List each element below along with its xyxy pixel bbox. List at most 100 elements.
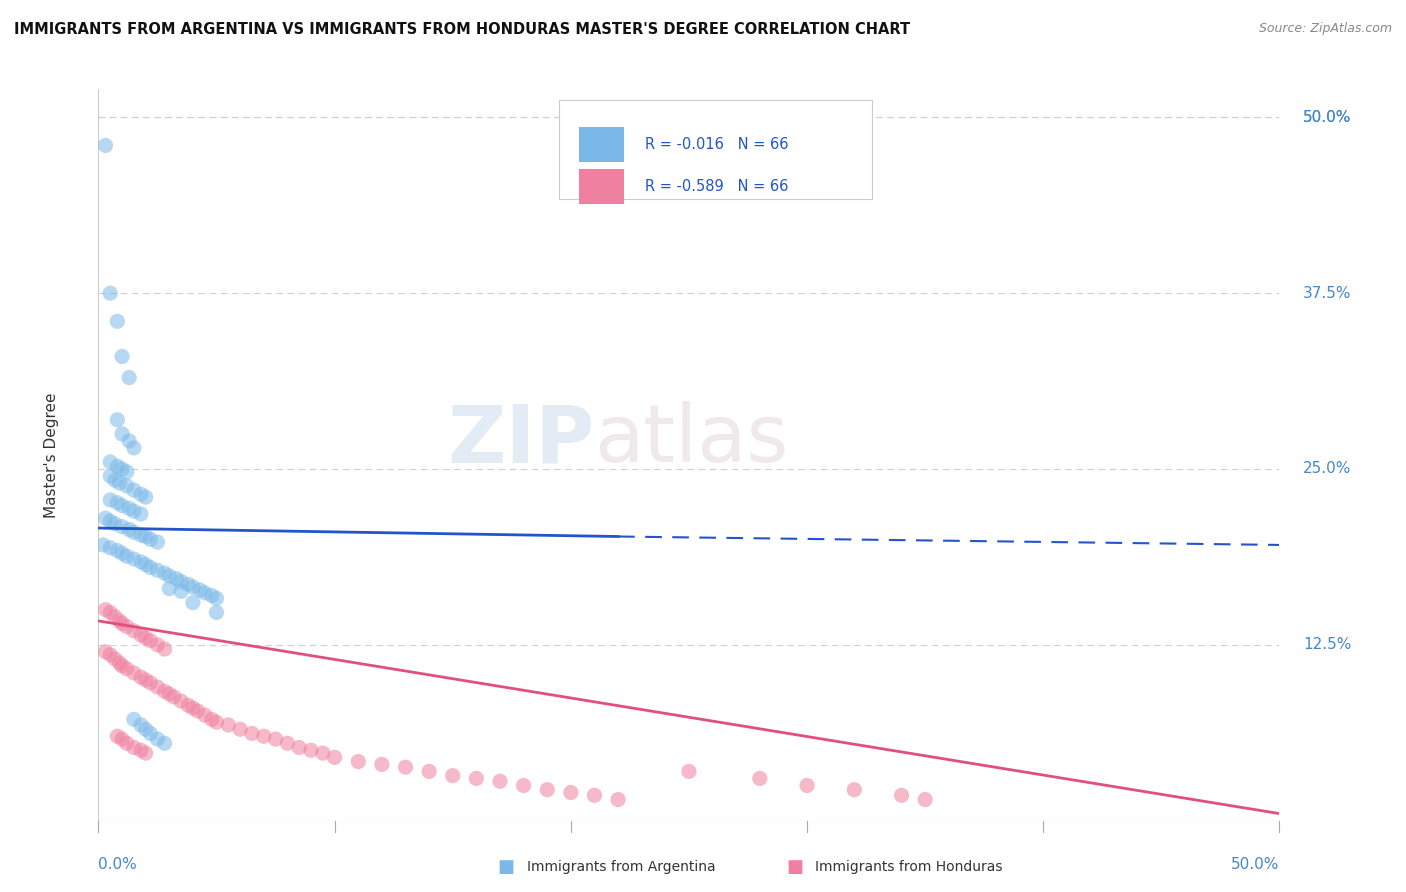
Point	[146, 732, 169, 747]
Point	[146, 535, 169, 549]
Point	[135, 673, 157, 687]
Point	[512, 779, 534, 793]
Point	[94, 511, 117, 525]
Text: 50.0%: 50.0%	[1303, 110, 1351, 125]
Point	[108, 476, 131, 491]
Point	[748, 772, 770, 786]
Point	[98, 606, 121, 620]
FancyBboxPatch shape	[579, 127, 624, 161]
Point	[146, 680, 169, 694]
Point	[118, 434, 141, 448]
Point	[181, 701, 204, 715]
Point	[129, 555, 152, 569]
Point	[139, 533, 162, 547]
Point	[607, 792, 630, 806]
Point	[129, 528, 152, 542]
Text: R = -0.589   N = 66: R = -0.589 N = 66	[645, 178, 789, 194]
Point	[122, 483, 145, 497]
Point	[118, 501, 141, 516]
Point	[146, 638, 169, 652]
Point	[165, 572, 187, 586]
Point	[115, 465, 138, 479]
Text: atlas: atlas	[595, 401, 789, 479]
Point	[181, 580, 204, 594]
Point	[98, 541, 121, 555]
Point	[299, 743, 322, 757]
Point	[91, 538, 114, 552]
Text: Source: ZipAtlas.com: Source: ZipAtlas.com	[1258, 22, 1392, 36]
Point	[111, 546, 134, 560]
FancyBboxPatch shape	[579, 169, 624, 203]
Point	[111, 350, 134, 364]
Point	[201, 712, 224, 726]
Point	[177, 698, 200, 713]
Point	[122, 552, 145, 566]
Point	[253, 729, 276, 743]
Point	[181, 596, 204, 610]
Point	[418, 764, 440, 779]
Point	[288, 740, 311, 755]
Point	[105, 459, 128, 474]
Point	[796, 779, 818, 793]
Point	[135, 529, 157, 543]
Point	[489, 774, 512, 789]
Point	[129, 718, 152, 732]
Point	[111, 462, 134, 476]
Point	[104, 609, 127, 624]
Point	[170, 584, 193, 599]
Point	[205, 591, 228, 606]
Text: 37.5%: 37.5%	[1303, 285, 1351, 301]
Text: Immigrants from Argentina: Immigrants from Argentina	[527, 860, 716, 874]
Point	[347, 755, 370, 769]
Point	[583, 789, 606, 803]
Point	[194, 586, 217, 600]
Text: ■: ■	[498, 858, 515, 876]
Point	[98, 648, 121, 662]
Point	[122, 740, 145, 755]
Point	[104, 516, 127, 531]
Point	[240, 726, 263, 740]
Point	[94, 602, 117, 616]
Point	[129, 628, 152, 642]
Text: ■: ■	[786, 858, 803, 876]
Point	[111, 732, 134, 747]
Point	[108, 656, 131, 670]
Point	[914, 792, 936, 806]
Point	[201, 589, 224, 603]
Point	[98, 492, 121, 507]
Point	[139, 633, 162, 648]
Point	[276, 736, 298, 750]
Point	[153, 684, 176, 698]
Point	[146, 563, 169, 577]
Point	[536, 782, 558, 797]
Point	[135, 746, 157, 760]
Point	[465, 772, 488, 786]
Point	[135, 723, 157, 737]
Point	[678, 764, 700, 779]
Text: 25.0%: 25.0%	[1303, 461, 1351, 476]
Point	[135, 490, 157, 504]
Point	[98, 469, 121, 483]
Point	[153, 736, 176, 750]
FancyBboxPatch shape	[560, 100, 872, 199]
Point	[111, 426, 134, 441]
Point	[264, 732, 287, 747]
Point	[118, 523, 141, 537]
Text: 50.0%: 50.0%	[1303, 110, 1351, 125]
Point	[560, 785, 582, 799]
Point	[135, 631, 157, 645]
Text: Master's Degree: Master's Degree	[44, 392, 59, 517]
Point	[844, 782, 866, 797]
Point	[153, 566, 176, 580]
Text: ZIP: ZIP	[447, 401, 595, 479]
Point	[94, 645, 117, 659]
Point	[187, 704, 209, 718]
Point	[170, 694, 193, 708]
Point	[105, 496, 128, 510]
Point	[111, 519, 134, 533]
Point	[157, 569, 180, 583]
Point	[122, 525, 145, 540]
Point	[105, 413, 128, 427]
Point	[129, 670, 152, 684]
Point	[122, 504, 145, 518]
